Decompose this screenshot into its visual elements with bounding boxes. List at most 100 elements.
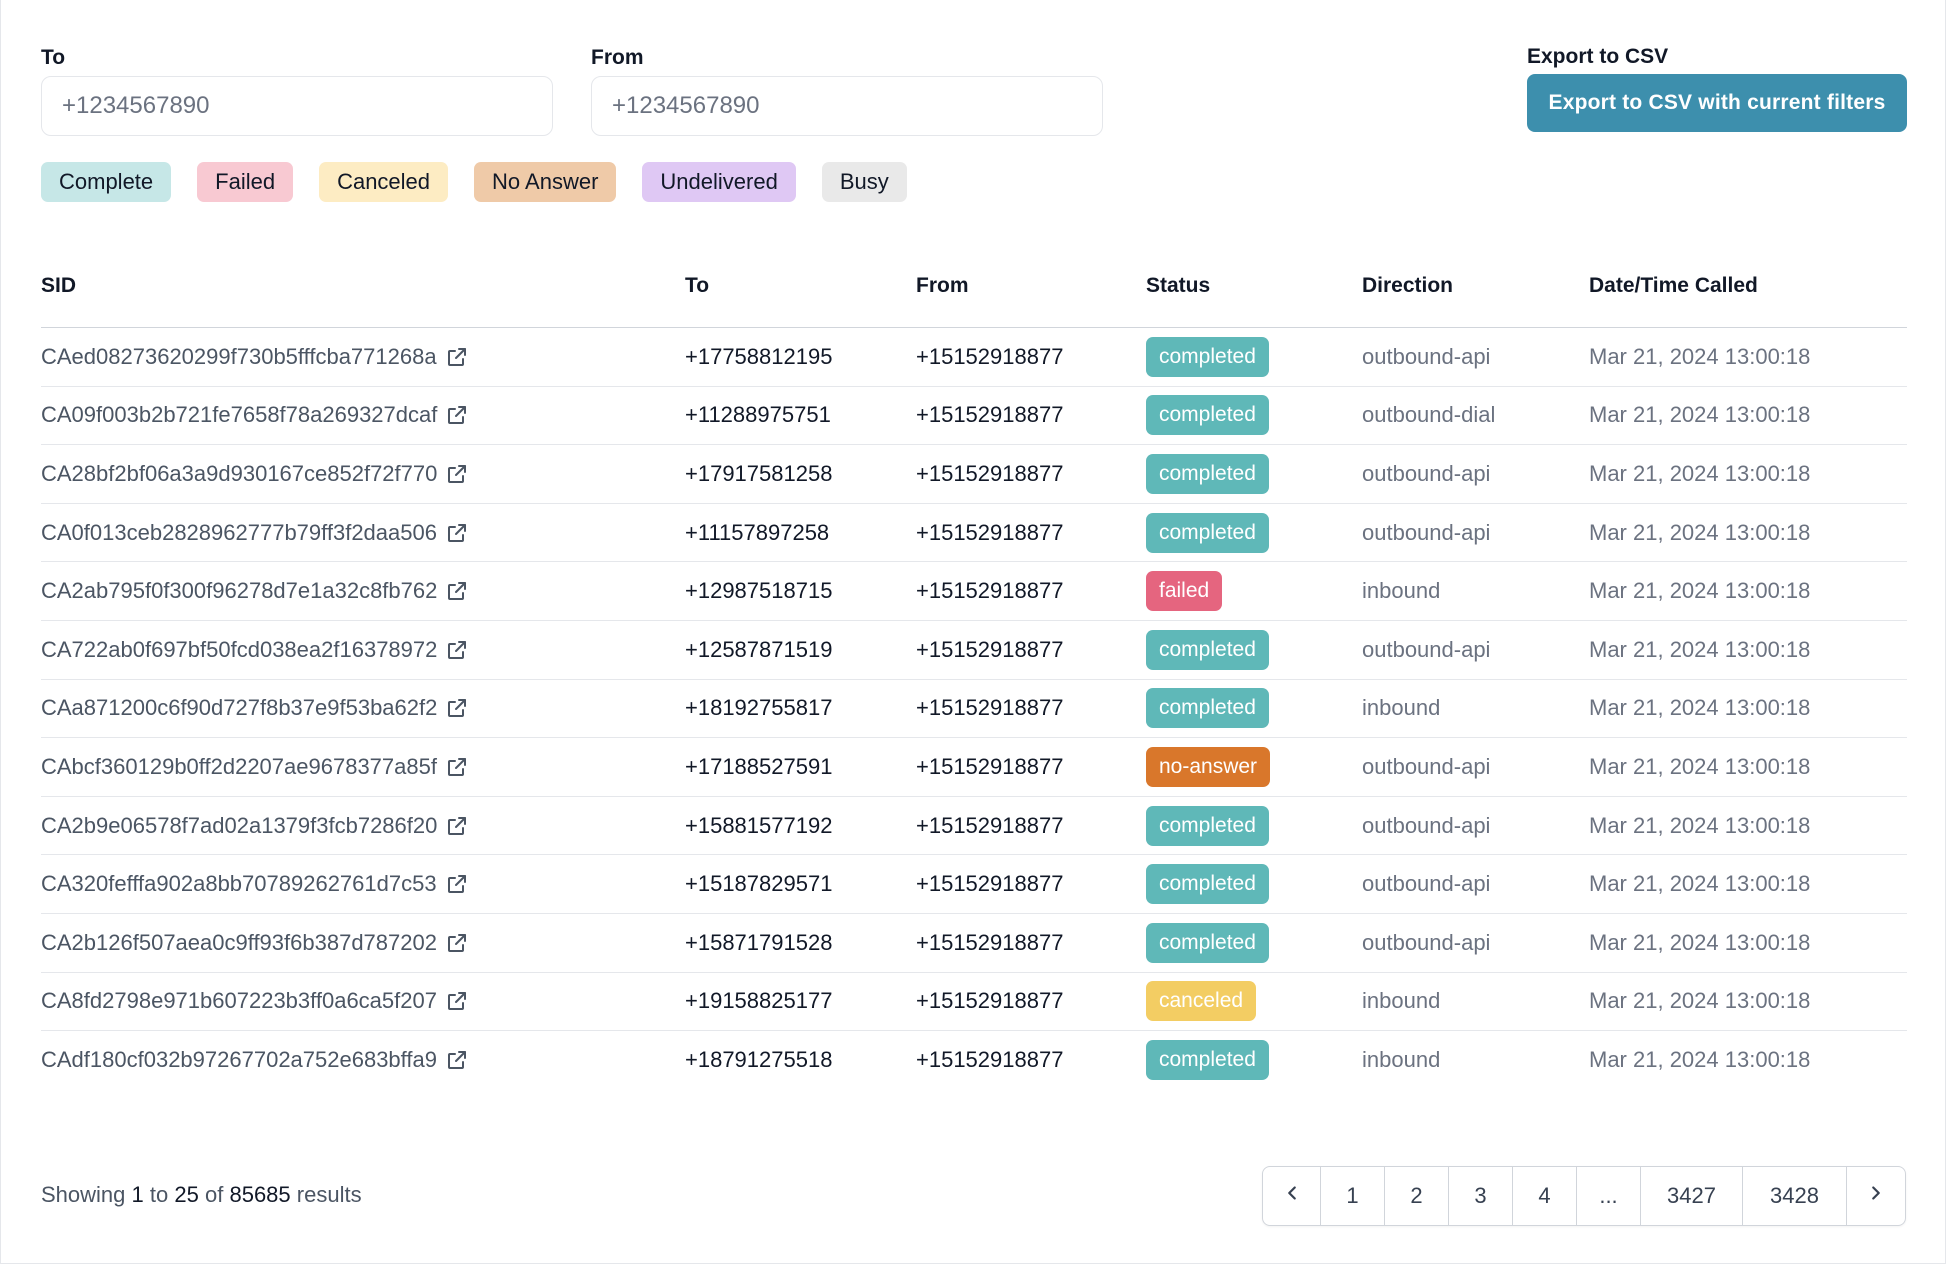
header-to: To [685,274,710,297]
sid-link[interactable]: CA09f003b2b721fe7658f78a269327dcaf [41,402,469,428]
date-time-called: Mar 21, 2024 13:00:18 [1589,812,1811,838]
header-sid: SID [41,274,77,297]
page-1[interactable]: 1 [1321,1167,1385,1225]
external-link-icon[interactable] [445,1048,469,1072]
status-cell: completed [1146,688,1269,729]
status-cell: completed [1146,395,1269,436]
from-number: +15152918877 [916,753,1064,779]
from-number: +15152918877 [916,1047,1064,1073]
table-row: CA2b126f507aea0c9ff93f6b387d787202 +15871… [41,914,1907,973]
sid-link[interactable]: CA722ab0f697bf50fcd038ea2f16378972 [41,637,469,663]
page-ellipsis[interactable]: ... [1577,1167,1641,1225]
table-body: CAed08273620299f730b5fffcba771268a +17758… [41,328,1907,1090]
external-link-icon[interactable] [445,345,469,369]
direction: outbound-api [1362,812,1491,838]
date-time-called: Mar 21, 2024 13:00:18 [1589,343,1811,369]
sid-link[interactable]: CA2b126f507aea0c9ff93f6b387d787202 [41,930,469,956]
from-number: +15152918877 [916,519,1064,545]
range-end: 25 [174,1182,199,1207]
direction: inbound [1362,988,1441,1014]
external-link-icon[interactable] [445,521,469,545]
page-2[interactable]: 2 [1385,1167,1449,1225]
sid-link[interactable]: CAbcf360129b0ff2d2207ae9678377a85f [41,754,469,780]
to-number: +18791275518 [685,1047,833,1073]
to-number: +17917581258 [685,460,833,486]
external-link-icon[interactable] [445,814,469,838]
status-cell: completed [1146,453,1269,494]
export-csv-button[interactable]: Export to CSV with current filters [1527,74,1907,132]
status-chip-no-answer[interactable]: No Answer [474,162,617,202]
status-chip-busy[interactable]: Busy [821,162,907,202]
results-summary: Showing 1 to 25 of 85685 results [41,1182,362,1208]
to-number: +11288975751 [685,402,831,428]
header-status: Status [1146,274,1211,297]
sid-link[interactable]: CAa871200c6f90d727f8b37e9f53ba62f2 [41,695,469,721]
table-row: CA2b9e06578f7ad02a1379f3fcb7286f20 +15881… [41,797,1907,856]
date-time-called: Mar 21, 2024 13:00:18 [1589,988,1811,1014]
date-time-called: Mar 21, 2024 13:00:18 [1589,695,1811,721]
next-page-button[interactable] [1847,1167,1905,1225]
table-row: CAa871200c6f90d727f8b37e9f53ba62f2 +18192… [41,680,1907,739]
to-filter-input[interactable] [41,76,553,136]
results-word: results [296,1182,362,1207]
sid-text: CA320fefffa902a8bb70789262761d7c53 [41,871,437,897]
page-4[interactable]: 4 [1513,1167,1577,1225]
status-cell: canceled [1146,981,1257,1022]
to-number: +12587871519 [685,636,833,662]
to-number: +11157897258 [685,519,830,545]
header-from: From [916,274,969,297]
external-link-icon[interactable] [445,579,469,603]
from-filter-input[interactable] [591,76,1103,136]
from-filter-label: From [591,46,644,69]
table-row: CAdf180cf032b97267702a752e683bffa9 +18791… [41,1031,1907,1090]
date-time-called: Mar 21, 2024 13:00:18 [1589,929,1811,955]
to-number: +17758812195 [685,343,833,369]
sid-link[interactable]: CA0f013ceb2828962777b79ff3f2daa506 [41,520,469,546]
range-to: to [149,1182,169,1207]
status-chip-complete[interactable]: Complete [41,162,172,202]
external-link-icon[interactable] [445,755,469,779]
date-time-called: Mar 21, 2024 13:00:18 [1589,1047,1811,1073]
sid-link[interactable]: CA8fd2798e971b607223b3ff0a6ca5f207 [41,988,469,1014]
prev-page-button[interactable] [1263,1167,1321,1225]
status-chip-failed[interactable]: Failed [197,162,294,202]
external-link-icon[interactable] [445,638,469,662]
sid-link[interactable]: CAed08273620299f730b5fffcba771268a [41,344,469,370]
date-time-called: Mar 21, 2024 13:00:18 [1589,460,1811,486]
table-row: CA28bf2bf06a3a9d930167ce852f72f770 +17917… [41,445,1907,504]
status-cell: no-answer [1146,746,1271,787]
direction: outbound-api [1362,753,1491,779]
direction: outbound-api [1362,929,1491,955]
external-link-icon[interactable] [445,696,469,720]
direction: outbound-api [1362,519,1491,545]
direction: outbound-dial [1362,402,1496,428]
external-link-icon[interactable] [445,872,469,896]
page-3427[interactable]: 3427 [1641,1167,1743,1225]
direction: outbound-api [1362,871,1491,897]
to-number: +15871791528 [685,929,833,955]
chevron-right-icon [1865,1182,1887,1210]
status-cell: completed [1146,805,1269,846]
external-link-icon[interactable] [445,989,469,1013]
from-number: +15152918877 [916,578,1064,604]
status-cell: completed [1146,629,1269,670]
sid-link[interactable]: CA28bf2bf06a3a9d930167ce852f72f770 [41,461,469,487]
page-3428[interactable]: 3428 [1743,1167,1847,1225]
from-number: +15152918877 [916,695,1064,721]
status-filter-chips: Complete Failed Canceled No Answer Undeliver… [41,162,907,202]
status-chip-canceled[interactable]: Canceled [319,162,449,202]
status-badge: completed [1146,864,1269,905]
header-direction: Direction [1362,274,1454,297]
sid-link[interactable]: CAdf180cf032b97267702a752e683bffa9 [41,1047,469,1073]
status-chip-undelivered[interactable]: Undelivered [642,162,796,202]
status-cell: completed [1146,922,1269,963]
to-number: +15881577192 [685,812,833,838]
page-3[interactable]: 3 [1449,1167,1513,1225]
external-link-icon[interactable] [445,403,469,427]
external-link-icon[interactable] [445,931,469,955]
sid-link[interactable]: CA2b9e06578f7ad02a1379f3fcb7286f20 [41,813,469,839]
external-link-icon[interactable] [445,462,469,486]
sid-link[interactable]: CA2ab795f0f300f96278d7e1a32c8fb762 [41,578,469,604]
sid-link[interactable]: CA320fefffa902a8bb70789262761d7c53 [41,871,469,897]
from-number: +15152918877 [916,343,1064,369]
